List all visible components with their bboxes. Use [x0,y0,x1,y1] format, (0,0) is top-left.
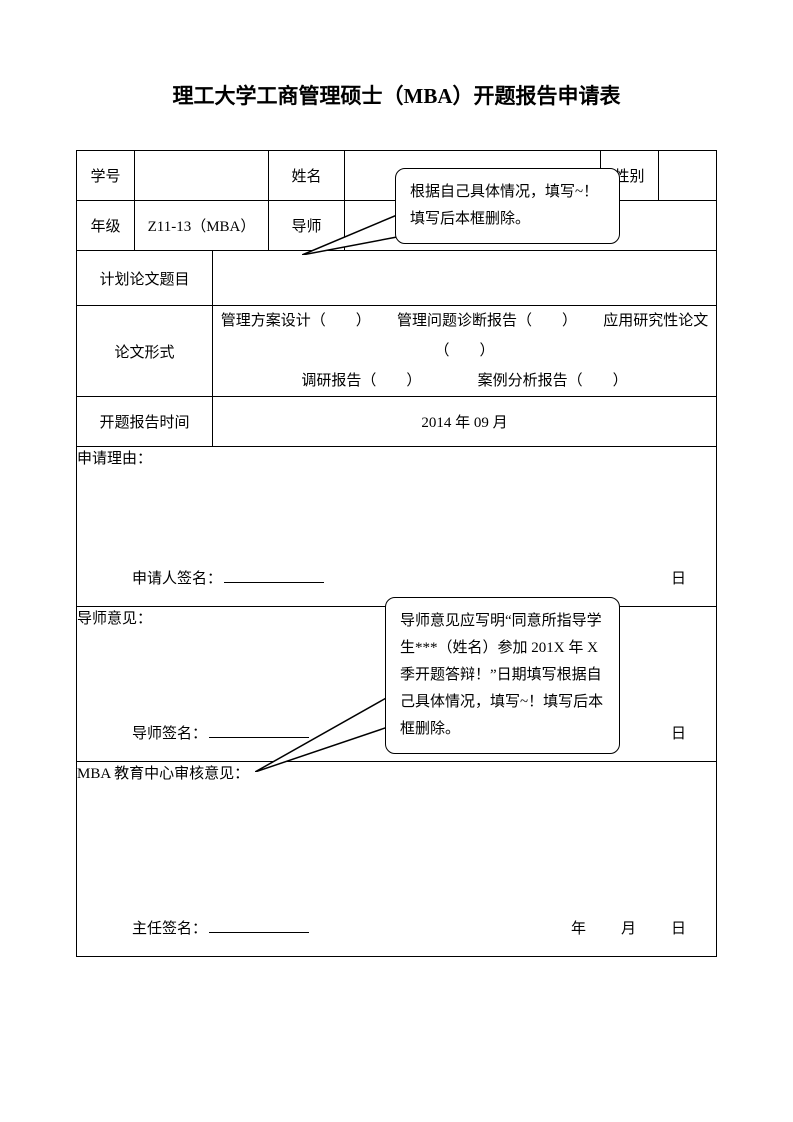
thesis-form-label: 论文形式 [77,306,213,397]
month-label: 月 [621,917,636,938]
student-id-label: 学号 [77,151,135,201]
day-label: 日 [671,722,686,743]
mba-review-label: MBA 教育中心审核意见： [77,762,716,783]
callout-instruction-2: 导师意见应写明“同意所指导学生***（姓名）参加 201X 年 X 季开题答辩！… [385,597,620,754]
thesis-form-options[interactable]: 管理方案设计（ ） 管理问题诊断报告（ ） 应用研究性论文（ ） 调研报告（ ）… [213,306,717,397]
row-topic: 计划论文题目 [77,251,717,306]
row-mba-review: MBA 教育中心审核意见： 主任签名： 年 月 日 [77,762,717,957]
reason-cell[interactable]: 申请理由： 申请人签名： 日 [77,447,717,607]
year-label: 年 [571,917,586,938]
topic-value[interactable] [213,251,717,306]
option-5[interactable]: 案例分析报告（ ） [478,373,628,389]
option-1[interactable]: 管理方案设计（ ） [221,313,364,329]
row-reason: 申请理由： 申请人签名： 日 [77,447,717,607]
name-label: 姓名 [269,151,345,201]
director-sig-label: 主任签名： [132,917,207,938]
callout-tail-1 [302,215,402,255]
applicant-sig-underline[interactable] [224,582,324,583]
page-title: 理工大学工商管理硕士（MBA）开题报告申请表 [0,80,793,110]
applicant-signature-line: 申请人签名： 日 [77,567,716,588]
director-sig-underline[interactable] [209,932,309,933]
student-id-value[interactable] [135,151,269,201]
director-signature-line: 主任签名： 年 月 日 [77,917,716,938]
report-time-label: 开题报告时间 [77,397,213,447]
day-label: 日 [671,567,686,588]
day-label: 日 [671,917,686,938]
mba-review-cell[interactable]: MBA 教育中心审核意见： 主任签名： 年 月 日 [77,762,717,957]
row-report-time: 开题报告时间 2014 年 09 月 [77,397,717,447]
advisor-sig-label: 导师签名： [132,722,207,743]
gender-value[interactable] [659,151,717,201]
grade-value[interactable]: Z11-13（MBA） [135,201,269,251]
row-thesis-form: 论文形式 管理方案设计（ ） 管理问题诊断报告（ ） 应用研究性论文（ ） 调研… [77,306,717,397]
option-2[interactable]: 管理问题诊断报告（ ） [397,313,570,329]
callout-instruction-1: 根据自己具体情况，填写~！填写后本框删除。 [395,168,620,244]
applicant-sig-label: 申请人签名： [132,567,222,588]
application-form-table: 学号 姓名 性别 年级 Z11-13（MBA） 导师 计划论文题目 论文形式 管… [76,150,717,957]
option-4[interactable]: 调研报告（ ） [301,373,414,389]
grade-label: 年级 [77,201,135,251]
topic-label: 计划论文题目 [77,251,213,306]
callout-tail-2 [255,697,393,772]
report-time-value[interactable]: 2014 年 09 月 [213,397,717,447]
reason-label: 申请理由： [77,447,716,468]
